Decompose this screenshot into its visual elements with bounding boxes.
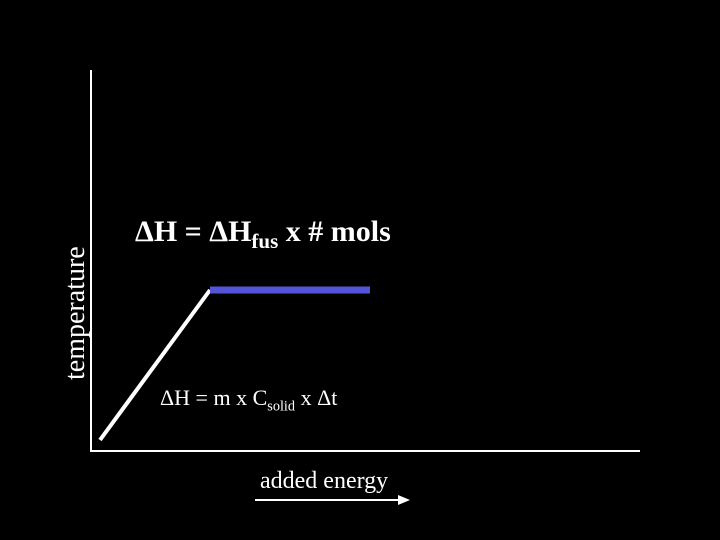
heating-solid-line: [100, 290, 210, 440]
x-arrow-head: [398, 495, 410, 505]
chart-stage: temperature added energy ΔH = ΔHfus x # …: [0, 0, 720, 540]
plot-svg: [0, 0, 720, 540]
